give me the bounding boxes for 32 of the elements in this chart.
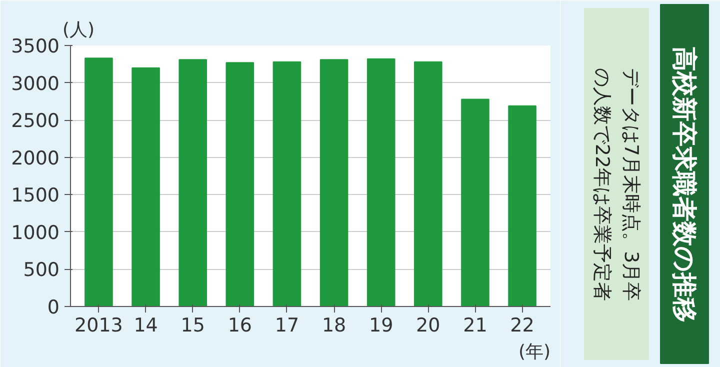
bar xyxy=(320,59,348,306)
y-tick-label: 3500 xyxy=(11,36,60,58)
bar xyxy=(226,62,254,306)
y-tick-label: 2000 xyxy=(11,147,60,170)
text: 高校新卒求職者数の推移 xyxy=(670,46,699,322)
bar xyxy=(132,67,160,306)
y-axis-title: (人) xyxy=(62,20,95,40)
x-tick-label: 14 xyxy=(134,314,158,336)
x-tick-label: 22 xyxy=(510,314,534,336)
x-tick-label: 20 xyxy=(416,314,440,336)
bar xyxy=(84,58,113,306)
y-tick-label: 3000 xyxy=(11,72,60,95)
y-tick-label: 500 xyxy=(23,259,60,282)
bar xyxy=(508,105,536,306)
x-tick-label: 18 xyxy=(322,314,346,336)
bar xyxy=(414,61,442,306)
x-tick-label: 16 xyxy=(228,314,252,336)
text: データは7月末時点。3月卒の人数で22年は卒業予定者 xyxy=(591,68,642,302)
y-tick-label: 1000 xyxy=(11,222,60,244)
y-tick-label: 1500 xyxy=(11,184,60,207)
x-tick-label: 17 xyxy=(274,314,300,336)
bar xyxy=(178,59,207,306)
x-tick-label: 19 xyxy=(369,314,394,336)
bar xyxy=(461,98,490,306)
y-tick-label: 2500 xyxy=(11,110,60,132)
x-tick-label: 15 xyxy=(180,314,205,336)
x-axis-title: (年) xyxy=(518,342,550,362)
x-tick-label: 2013 xyxy=(74,314,123,336)
bar xyxy=(366,58,396,306)
x-tick-label: 21 xyxy=(463,314,488,336)
bar xyxy=(272,61,302,306)
y-tick-label: 0 xyxy=(47,296,60,318)
